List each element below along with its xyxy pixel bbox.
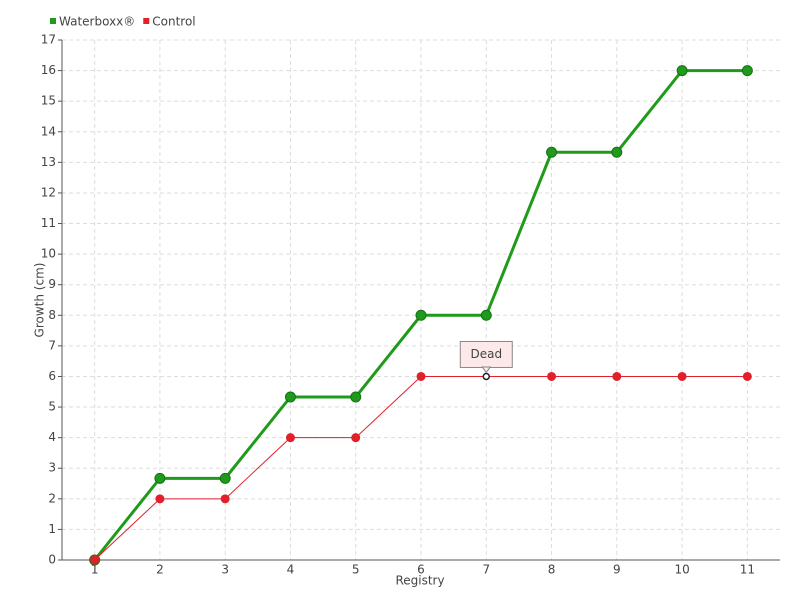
data-point bbox=[90, 555, 100, 565]
y-tick-label: 2 bbox=[48, 491, 56, 505]
data-point bbox=[154, 472, 166, 484]
legend-swatch bbox=[143, 18, 150, 24]
y-tick-label: 13 bbox=[41, 155, 56, 169]
data-point bbox=[676, 65, 688, 77]
x-axis-label: Registry bbox=[395, 574, 444, 588]
annotation-pointer bbox=[481, 366, 492, 374]
y-tick-label: 8 bbox=[48, 308, 56, 322]
y-tick-label: 7 bbox=[48, 338, 56, 352]
y-tick-label: 12 bbox=[41, 185, 56, 199]
x-tick-label: 6 bbox=[417, 563, 425, 577]
y-tick-label: 6 bbox=[48, 369, 56, 383]
data-point bbox=[284, 391, 296, 403]
x-tick-label: 2 bbox=[156, 563, 164, 577]
x-tick-label: 5 bbox=[352, 563, 360, 577]
data-point bbox=[677, 371, 687, 381]
data-point bbox=[480, 309, 492, 321]
data-point bbox=[547, 371, 557, 381]
y-tick-label: 11 bbox=[41, 216, 56, 230]
annotation-text: Dead bbox=[470, 347, 502, 361]
annotation: Dead bbox=[459, 340, 513, 374]
data-point bbox=[220, 494, 230, 504]
legend-label[interactable]: Control bbox=[152, 15, 195, 29]
x-tick-label: 11 bbox=[740, 563, 755, 577]
data-point bbox=[546, 146, 558, 158]
y-tick-label: 9 bbox=[48, 277, 56, 291]
data-point bbox=[612, 371, 622, 381]
data-point bbox=[482, 372, 491, 381]
annotation-box bbox=[459, 340, 513, 368]
y-axis-label: Growth (cm) bbox=[33, 263, 47, 338]
data-point bbox=[611, 146, 623, 158]
x-tick-label: 1 bbox=[91, 563, 99, 577]
data-point bbox=[741, 65, 753, 77]
data-point bbox=[415, 309, 427, 321]
y-tick-label: 15 bbox=[41, 94, 56, 108]
legend-swatch bbox=[50, 18, 56, 24]
y-tick-label: 0 bbox=[48, 553, 56, 567]
data-point bbox=[350, 391, 362, 403]
y-tick-label: 3 bbox=[48, 461, 56, 475]
data-point bbox=[285, 433, 295, 443]
y-tick-label: 14 bbox=[41, 124, 56, 138]
x-tick-label: 4 bbox=[287, 563, 295, 577]
y-tick-label: 10 bbox=[41, 247, 56, 261]
data-point bbox=[155, 494, 165, 504]
x-tick-label: 8 bbox=[548, 563, 556, 577]
data-point bbox=[416, 371, 426, 381]
data-point bbox=[742, 371, 752, 381]
y-tick-label: 1 bbox=[48, 522, 56, 536]
y-tick-label: 5 bbox=[48, 400, 56, 414]
data-point bbox=[351, 433, 361, 443]
y-tick-label: 17 bbox=[41, 33, 56, 47]
legend-label[interactable]: Waterboxx® bbox=[59, 15, 135, 29]
x-tick-label: 9 bbox=[613, 563, 621, 577]
x-tick-label: 10 bbox=[674, 563, 689, 577]
y-tick-label: 16 bbox=[41, 63, 56, 77]
x-tick-label: 3 bbox=[221, 563, 229, 577]
data-point bbox=[219, 472, 231, 484]
y-tick-label: 4 bbox=[48, 430, 56, 444]
x-tick-label: 7 bbox=[482, 563, 490, 577]
